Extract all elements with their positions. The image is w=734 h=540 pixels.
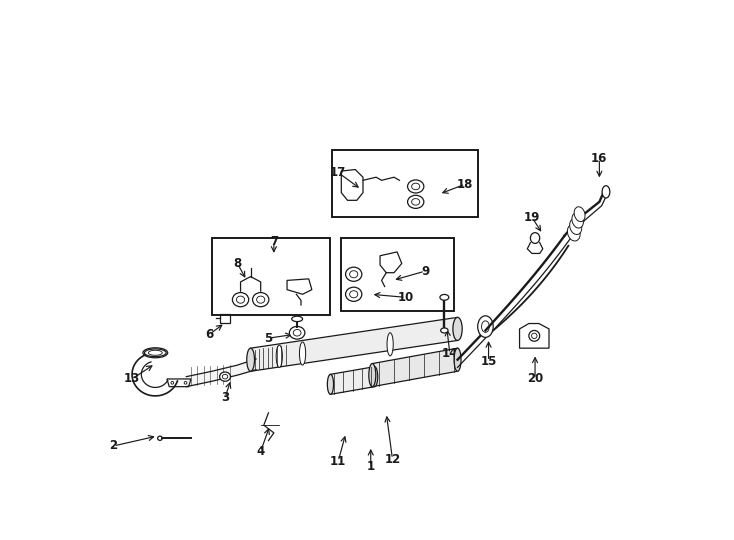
Ellipse shape [407,180,424,193]
Ellipse shape [412,199,420,205]
Ellipse shape [184,381,187,384]
Bar [341,238,454,311]
Text: 6: 6 [206,328,214,341]
Ellipse shape [387,333,393,356]
Text: 16: 16 [591,152,608,165]
Ellipse shape [327,374,333,394]
Ellipse shape [371,367,378,387]
Ellipse shape [148,350,162,355]
Ellipse shape [349,271,357,278]
Ellipse shape [247,348,255,372]
Ellipse shape [440,328,448,333]
Text: 19: 19 [524,211,540,224]
Ellipse shape [531,233,539,244]
Ellipse shape [346,287,362,301]
Text: 1: 1 [367,460,375,473]
Ellipse shape [346,267,362,281]
Text: 13: 13 [124,373,140,386]
Ellipse shape [572,213,584,228]
Ellipse shape [276,345,283,367]
Ellipse shape [570,219,582,234]
Ellipse shape [171,381,174,384]
Text: 11: 11 [330,455,346,468]
Ellipse shape [567,224,580,241]
Ellipse shape [299,342,305,365]
Text: 9: 9 [421,265,429,278]
Text: 7: 7 [270,235,278,248]
Polygon shape [330,367,374,394]
Text: 17: 17 [330,166,346,179]
Text: 2: 2 [109,440,117,453]
Bar [212,238,330,315]
Ellipse shape [145,349,166,356]
Polygon shape [372,348,457,387]
Text: 8: 8 [233,257,241,270]
Text: 14: 14 [442,347,458,360]
Ellipse shape [412,183,420,190]
Text: 3: 3 [221,391,229,404]
Ellipse shape [453,318,462,340]
Ellipse shape [440,294,448,300]
Ellipse shape [289,326,305,339]
Ellipse shape [478,316,493,338]
Text: 4: 4 [257,445,265,458]
Ellipse shape [233,293,249,307]
Ellipse shape [574,207,585,221]
Ellipse shape [529,330,539,341]
Text: 20: 20 [527,373,543,386]
Ellipse shape [482,321,490,333]
Ellipse shape [219,372,230,381]
Polygon shape [250,318,457,372]
Ellipse shape [407,195,424,208]
Ellipse shape [454,348,461,372]
Text: 10: 10 [398,291,414,304]
Ellipse shape [349,291,357,298]
Text: 12: 12 [385,453,401,465]
Ellipse shape [252,293,269,307]
Bar [332,150,478,217]
Ellipse shape [158,436,162,440]
Ellipse shape [294,329,301,336]
Ellipse shape [236,296,244,303]
Ellipse shape [291,316,302,322]
Ellipse shape [602,186,610,198]
Text: 15: 15 [480,355,497,368]
Text: 18: 18 [457,178,473,191]
Ellipse shape [257,296,265,303]
Text: 5: 5 [264,332,272,345]
Ellipse shape [222,374,228,379]
Ellipse shape [531,333,537,339]
Ellipse shape [368,363,376,387]
